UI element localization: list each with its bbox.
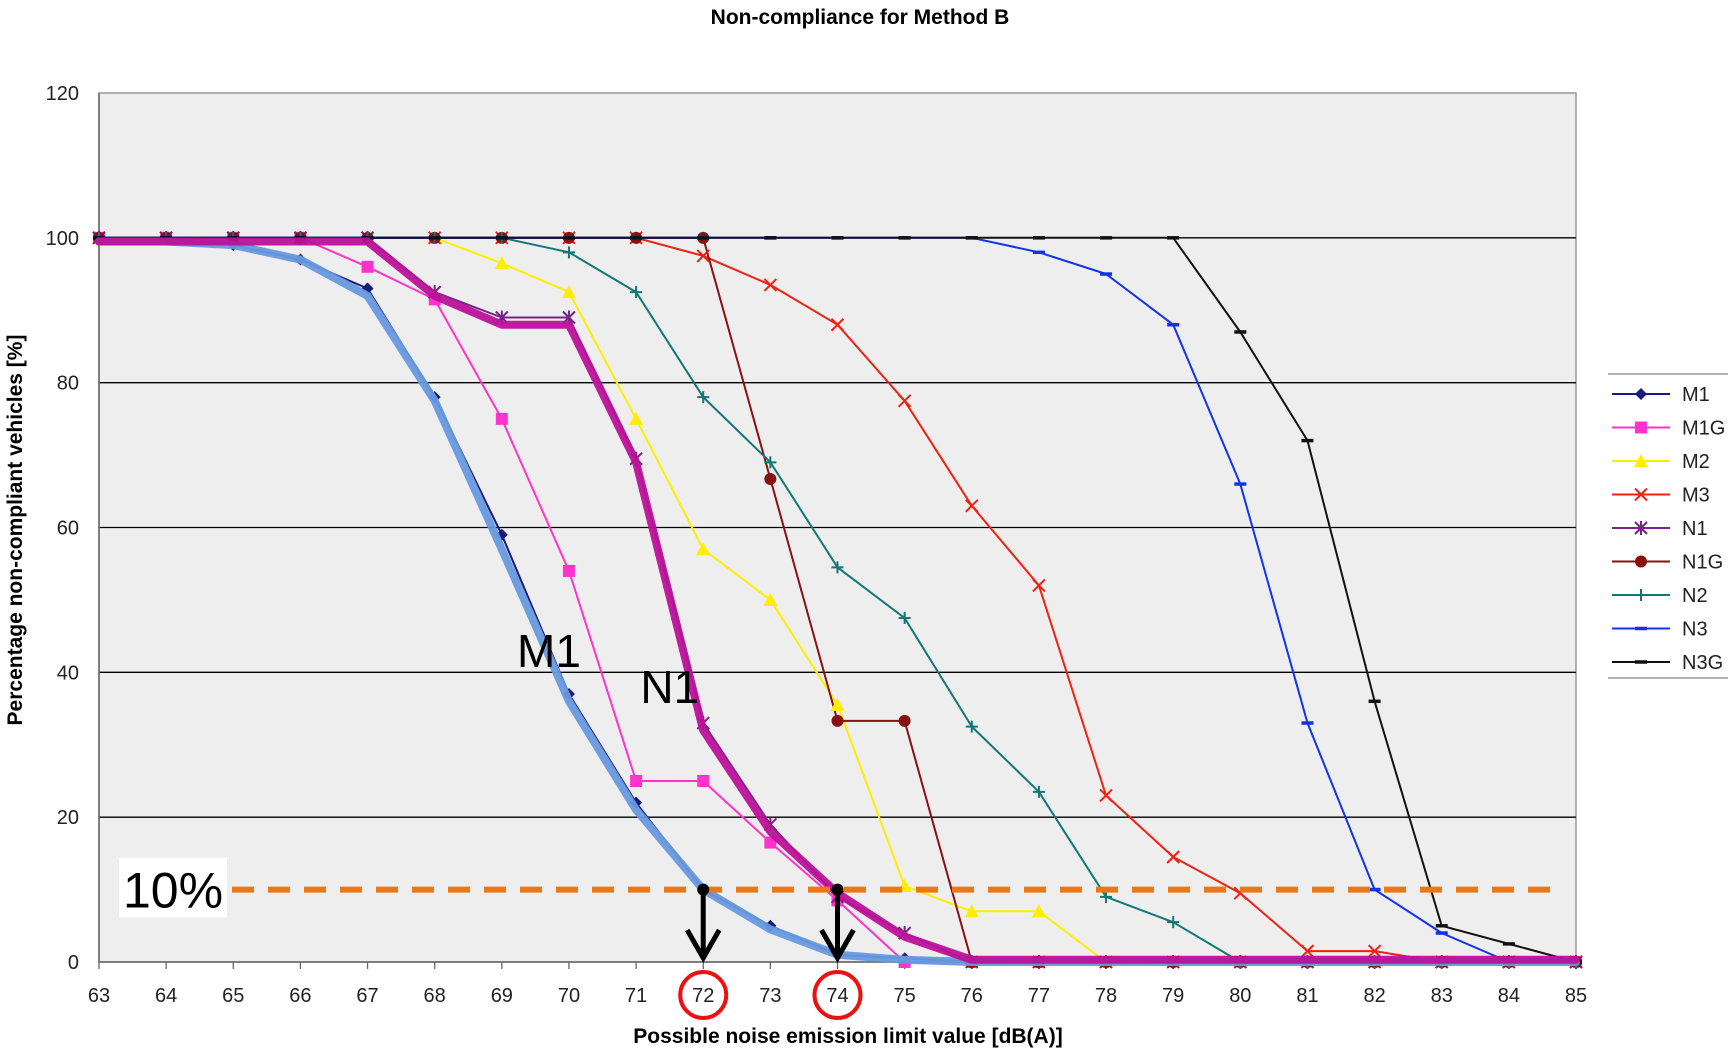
- x-tick-label-80: 80: [1229, 985, 1251, 1007]
- series-point-n2-71: [630, 286, 643, 299]
- y-tick-label-100: 100: [46, 228, 79, 250]
- chart-title: Non-compliance for Method B: [711, 6, 1010, 29]
- series-point-n2-72: [697, 391, 710, 404]
- tick-highlight-circle-74: [812, 970, 863, 1020]
- series-point-n2-79: [1167, 916, 1180, 929]
- tick-highlight-circle-72: [678, 970, 729, 1020]
- y-tick-label-0: 0: [68, 952, 79, 974]
- series-point-m2-77: [1031, 904, 1046, 918]
- legend: M1 M1G M2 M3 N1 N1G N2 N3 N3G: [1608, 373, 1728, 679]
- series-point-m2-70: [561, 285, 576, 299]
- legend-marker-n1g: [1635, 555, 1647, 568]
- series-point-n2-70: [562, 246, 575, 259]
- series-point-m3-73: [763, 278, 778, 292]
- x-tick-label-79: 79: [1162, 985, 1184, 1007]
- x-tick-label-76: 76: [961, 985, 983, 1007]
- legend-label-m2: M2: [1682, 451, 1710, 473]
- legend-marker-m2: [1634, 454, 1648, 467]
- arrow-head-74: [819, 928, 856, 964]
- series-point-n2-75: [898, 612, 911, 625]
- series-point-m1g-69: [495, 412, 508, 425]
- series-point-n1g-75: [898, 714, 911, 727]
- x-tick-label-78: 78: [1095, 985, 1117, 1007]
- legend-label-n3: N3: [1682, 619, 1708, 641]
- y-tick-label-20: 20: [57, 807, 79, 829]
- series-point-m1g-71: [630, 774, 643, 787]
- series-point-n1g-73: [764, 472, 777, 485]
- y-axis-label: Percentage non-compliant vehicles [%]: [4, 335, 27, 726]
- legend-label-m1g: M1G: [1682, 418, 1725, 440]
- series-point-m3-74: [830, 318, 845, 332]
- x-tick-label-64: 64: [155, 985, 177, 1007]
- arrow-origin-74: [831, 883, 844, 896]
- x-tick-label-70: 70: [558, 985, 580, 1007]
- x-tick-label-85: 85: [1565, 985, 1587, 1007]
- x-tick-label-71: 71: [625, 985, 647, 1007]
- series-point-n2-74: [831, 561, 844, 574]
- x-tick-label-66: 66: [289, 985, 311, 1007]
- x-tick-label-68: 68: [424, 985, 446, 1007]
- x-tick-label-75: 75: [894, 985, 916, 1007]
- legend-label-n3g: N3G: [1682, 652, 1723, 674]
- series-point-n1g-74: [831, 714, 844, 727]
- x-tick-label-81: 81: [1296, 985, 1318, 1007]
- series-point-m1g-67: [361, 260, 374, 273]
- series-point-n2-76: [965, 720, 978, 733]
- legend-marker-m3: [1634, 487, 1648, 502]
- threshold-label: 10%: [123, 863, 223, 919]
- series-point-m3-81: [1300, 944, 1315, 958]
- series-point-m3-77: [1032, 578, 1046, 593]
- legend-label-m3: M3: [1682, 485, 1710, 507]
- x-tick-label-65: 65: [222, 985, 244, 1007]
- legend-marker-m1g: [1635, 421, 1647, 434]
- series-point-m2-73: [763, 592, 778, 606]
- series-point-m3-75: [897, 394, 912, 408]
- legend-label-n1g: N1G: [1682, 552, 1723, 574]
- series-point-n2-73: [764, 456, 777, 469]
- highlight-label-m1: M1: [517, 625, 581, 677]
- legend-marker-n1: [1634, 521, 1648, 535]
- x-tick-label-63: 63: [88, 985, 110, 1007]
- x-tick-label-69: 69: [491, 985, 513, 1007]
- legend-marker-m1: [1635, 388, 1647, 400]
- x-tick-label-82: 82: [1363, 985, 1385, 1007]
- x-tick-label-73: 73: [759, 985, 781, 1007]
- series-point-m3-78: [1099, 788, 1113, 803]
- x-tick-label-72: 72: [692, 985, 714, 1007]
- series-point-m3-72: [696, 249, 710, 263]
- x-axis-label: Possible noise emission limit value [dB(…: [633, 1025, 1062, 1048]
- series-point-m1g-70: [562, 564, 575, 577]
- series-point-m1g-72: [697, 774, 710, 787]
- series-point-m3-82: [1367, 944, 1382, 958]
- x-tick-label-84: 84: [1498, 985, 1520, 1007]
- series-point-m2-71: [629, 411, 644, 425]
- y-tick-label-40: 40: [57, 662, 79, 684]
- series-point-m2-76: [964, 904, 979, 918]
- series-point-m3-79: [1166, 850, 1180, 864]
- legend-label-n1: N1: [1682, 518, 1708, 540]
- y-tick-label-80: 80: [57, 373, 79, 395]
- y-tick-label-120: 120: [46, 83, 79, 105]
- legend-label-m1: M1: [1682, 384, 1710, 406]
- y-tick-label-60: 60: [57, 518, 79, 540]
- threshold-label-bg: [119, 857, 227, 918]
- arrow-head-72: [685, 928, 722, 964]
- plot-area: 0 20 40 60 80 100 120 63 64 65 66 67 68 69 70 71 72 73 74 7…: [46, 83, 1587, 1020]
- series-point-n2-78: [1100, 890, 1113, 903]
- series-point-m2-72: [696, 542, 711, 556]
- series-point-n2-77: [1032, 785, 1045, 798]
- arrow-origin-72: [697, 883, 710, 896]
- series-point-m2-69: [494, 256, 509, 270]
- x-tick-label-74: 74: [826, 985, 848, 1007]
- legend-label-n2: N2: [1682, 585, 1708, 607]
- highlight-label-n1: N1: [640, 661, 699, 713]
- x-tick-label-67: 67: [356, 985, 378, 1007]
- x-tick-label-83: 83: [1431, 985, 1453, 1007]
- x-tick-label-77: 77: [1028, 985, 1050, 1007]
- series-point-m3-76: [965, 499, 979, 513]
- series-point-m2-74: [830, 697, 845, 711]
- legend-marker-n2: [1635, 589, 1647, 601]
